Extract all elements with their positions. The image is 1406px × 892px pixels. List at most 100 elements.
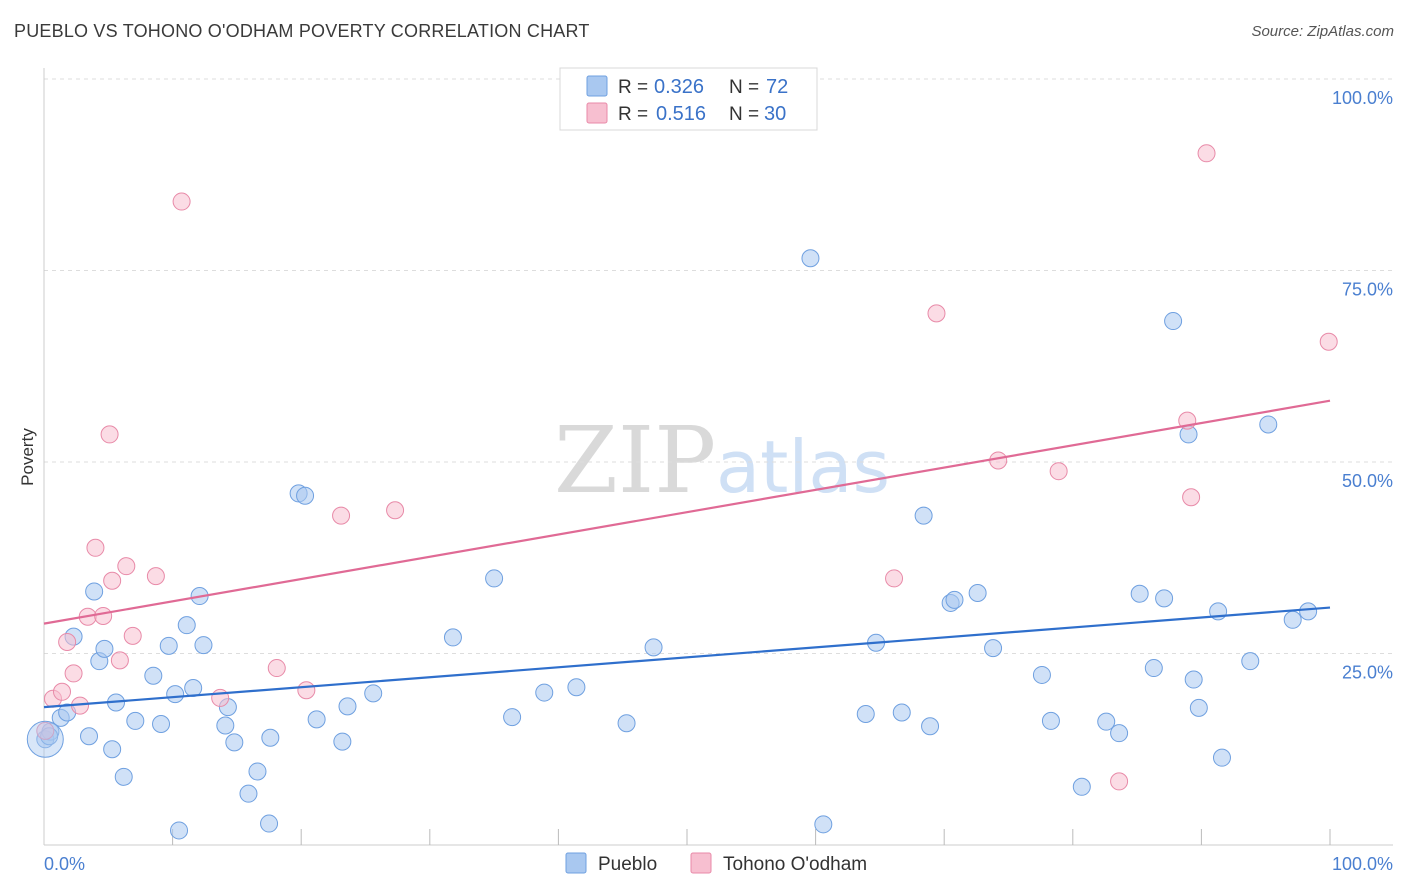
point-pueblo	[1241, 652, 1260, 671]
point-pueblo	[1164, 312, 1183, 331]
point-pueblo	[80, 727, 99, 746]
legend-r-value-tohono: 0.516	[656, 103, 706, 125]
point-pueblo	[1144, 659, 1163, 678]
y-tick-label: 100.0%	[1332, 88, 1393, 108]
point-tohono	[885, 569, 904, 588]
series-legend: Pueblo Tohono O'odham	[565, 852, 867, 875]
point-pueblo-large	[26, 720, 64, 758]
point-tohono	[103, 571, 122, 590]
watermark-zip: ZIP	[554, 407, 716, 514]
point-tohono	[1197, 144, 1216, 163]
point-pueblo	[126, 711, 145, 730]
gridlines	[44, 78, 1393, 654]
point-pueblo	[617, 714, 636, 733]
point-tohono	[53, 682, 72, 701]
legend-swatch-tohono	[586, 102, 608, 124]
point-pueblo	[166, 685, 185, 704]
point-pueblo	[177, 616, 196, 635]
x-ticks	[172, 829, 1331, 845]
point-tohono	[94, 606, 113, 625]
point-pueblo	[968, 583, 987, 602]
watermark-atlas: atlas	[716, 425, 890, 509]
legend-n-value-pueblo: 72	[766, 76, 788, 98]
point-pueblo	[261, 728, 280, 747]
point-pueblo	[239, 784, 258, 803]
point-pueblo	[1072, 777, 1091, 796]
point-pueblo	[114, 767, 133, 786]
point-pueblo	[333, 732, 352, 751]
chart-source: Source: ZipAtlas.com	[1251, 23, 1394, 40]
point-pueblo	[194, 636, 213, 655]
point-pueblo	[535, 683, 554, 702]
point-pueblo	[1283, 610, 1302, 629]
legend-r-label-tohono: R =	[618, 104, 648, 125]
point-tohono	[1319, 332, 1338, 351]
axes	[43, 68, 1393, 846]
legend-n-label-pueblo: N =	[729, 77, 759, 98]
point-pueblo	[892, 703, 911, 722]
legend-r-value-pueblo: 0.326	[654, 76, 704, 98]
point-tohono	[267, 659, 286, 678]
trend-line-pueblo	[43, 606, 1331, 709]
bottom-legend-swatch-pueblo	[565, 852, 587, 874]
point-tohono	[36, 721, 55, 740]
y-axis-label: Poverty	[18, 428, 37, 486]
point-pueblo	[1110, 724, 1129, 743]
point-pueblo	[485, 569, 504, 588]
point-pueblo	[984, 639, 1003, 658]
point-pueblo	[1259, 415, 1278, 434]
point-pueblo	[159, 636, 178, 655]
legend-n-value-tohono: 30	[764, 103, 786, 125]
point-pueblo	[248, 762, 267, 781]
point-tohono	[123, 626, 142, 645]
point-pueblo	[260, 814, 279, 833]
point-tohono	[100, 425, 119, 444]
point-pueblo	[856, 705, 875, 724]
y-tick-label: 75.0%	[1342, 280, 1393, 300]
legend-r-label-pueblo: R =	[618, 77, 648, 98]
point-pueblo	[814, 815, 833, 834]
y-tick-label: 25.0%	[1342, 663, 1393, 683]
point-pueblo	[85, 582, 104, 601]
point-pueblo	[1189, 698, 1208, 717]
point-tohono	[1049, 462, 1068, 481]
y-tick-label: 50.0%	[1342, 471, 1393, 491]
stats-legend: R = 0.326 N = 72 R = 0.516 N = 30	[559, 67, 818, 131]
point-pueblo	[1212, 748, 1231, 767]
point-pueblo	[216, 716, 235, 735]
legend-swatch-pueblo	[586, 75, 608, 97]
point-pueblo	[364, 684, 383, 703]
point-tohono	[110, 651, 129, 670]
point-pueblo	[338, 697, 357, 716]
point-pueblo	[307, 710, 326, 729]
point-pueblo	[144, 666, 163, 685]
point-pueblo	[1041, 711, 1060, 730]
point-pueblo	[1032, 665, 1051, 684]
point-tohono	[1182, 488, 1201, 507]
point-pueblo	[184, 678, 203, 697]
legend-n-label-tohono: N =	[729, 104, 759, 125]
x-tick-label: 100.0%	[1332, 854, 1393, 874]
point-tohono	[146, 567, 165, 586]
point-tohono	[332, 506, 351, 525]
point-tohono	[1110, 772, 1129, 791]
point-tohono	[86, 538, 105, 557]
bottom-legend-label-tohono: Tohono O'odham	[723, 854, 867, 875]
bottom-legend-label-pueblo: Pueblo	[598, 854, 657, 875]
x-tick-labels: 0.0% 100.0%	[44, 854, 1393, 874]
point-pueblo	[170, 821, 189, 840]
point-pueblo	[95, 639, 114, 658]
x-tick-label: 0.0%	[44, 854, 85, 874]
point-pueblo	[1299, 602, 1318, 621]
trend-lines	[43, 399, 1331, 709]
point-pueblo	[914, 506, 933, 525]
point-pueblo	[921, 717, 940, 736]
point-pueblo	[801, 249, 820, 268]
point-tohono	[386, 501, 405, 520]
point-tohono	[64, 664, 83, 683]
point-tohono	[989, 451, 1008, 470]
scatter-points	[26, 144, 1338, 840]
point-tohono	[297, 681, 316, 700]
point-tohono	[117, 557, 136, 576]
